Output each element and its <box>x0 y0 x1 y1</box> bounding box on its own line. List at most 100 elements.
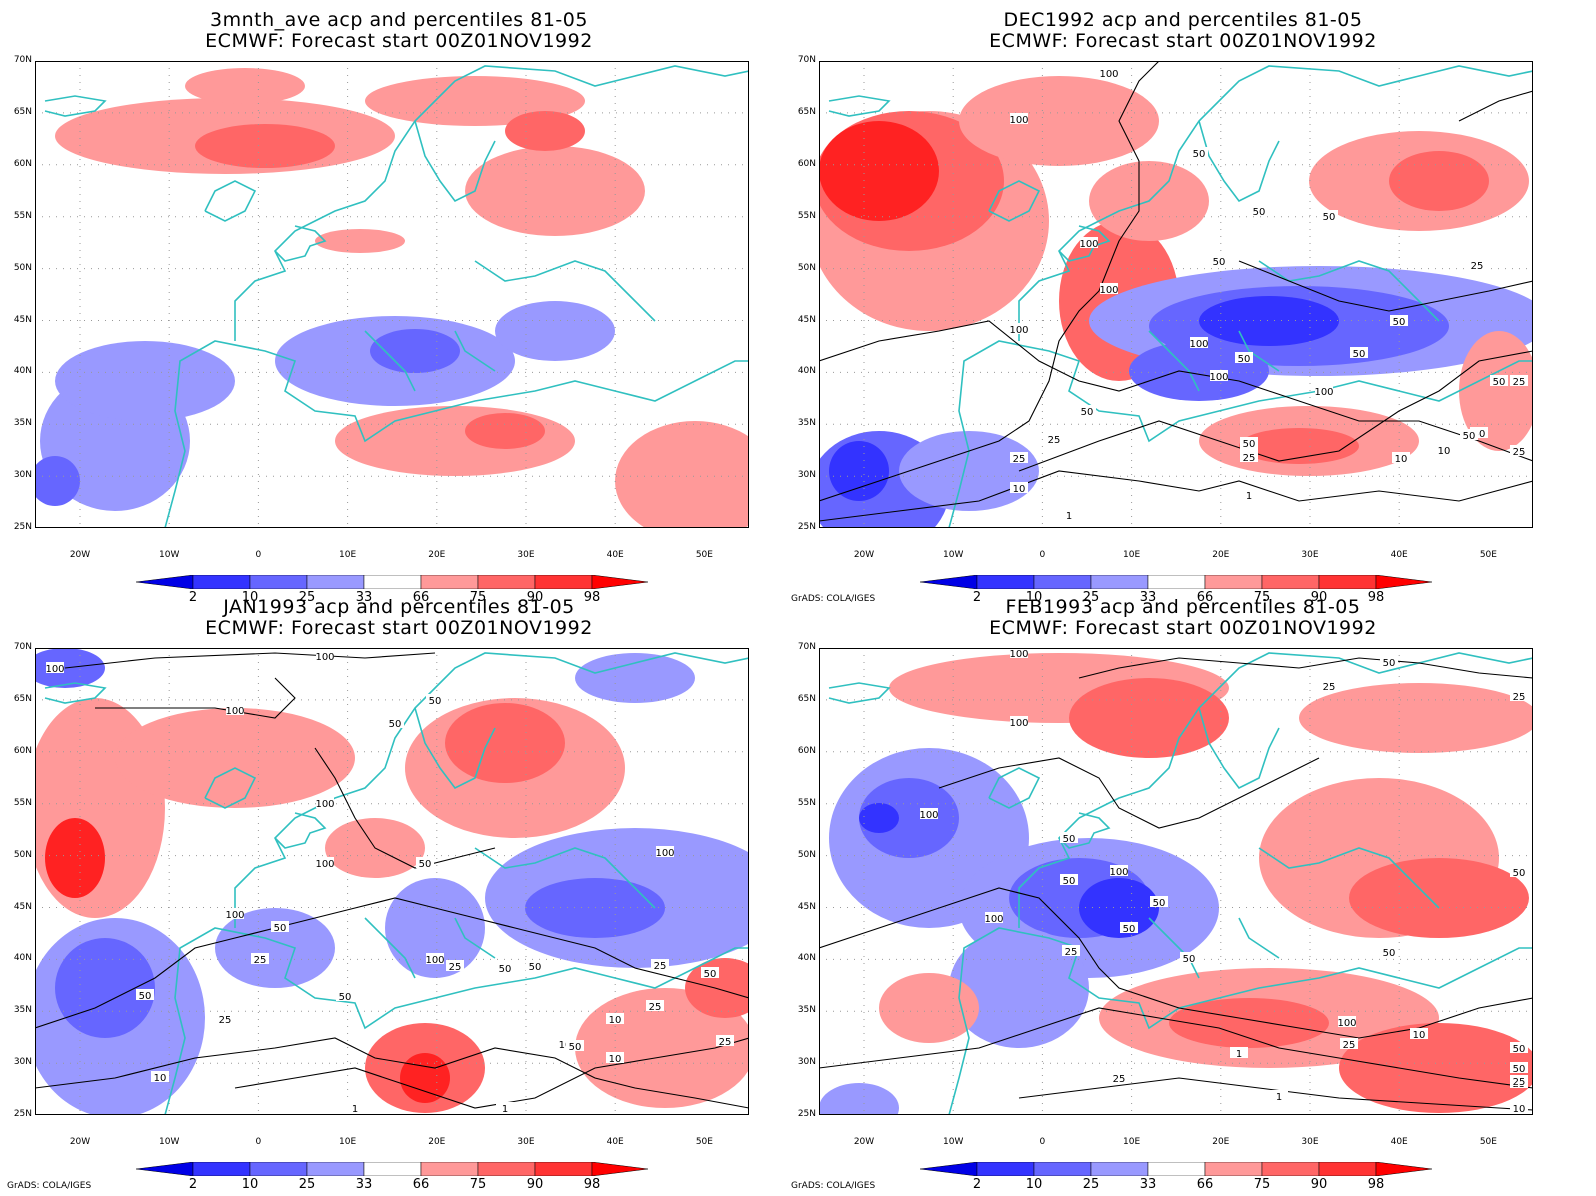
contour-label-bg <box>1270 1090 1288 1101</box>
anomaly-region <box>315 229 405 253</box>
contour-label-bg <box>526 960 544 971</box>
coastline <box>828 682 891 704</box>
x-tick-label: 0 <box>1039 550 1046 560</box>
contour-label: 100 <box>1314 387 1333 398</box>
anomaly-region <box>445 703 565 783</box>
contour-label-bg <box>1510 690 1528 701</box>
contour-label: 25 <box>1471 261 1484 272</box>
anomaly-region <box>55 938 155 1038</box>
contour-label: 50 <box>274 923 287 934</box>
colorbar-label: 66 <box>1196 1177 1214 1192</box>
coastline <box>1238 330 1280 372</box>
contour-label: 25 <box>1243 453 1256 464</box>
colorbar-segment <box>591 575 649 589</box>
y-tick-label: 30N <box>13 1057 32 1068</box>
contour-label: 10 <box>559 1040 572 1051</box>
y-tick-label: 40N <box>13 366 32 377</box>
contour-label-bg <box>136 989 154 1000</box>
colorbar-label: 66 <box>412 590 430 605</box>
y-tick-label: 70N <box>13 642 32 652</box>
contour-label-bg <box>446 960 464 971</box>
contour-label: 50 <box>1383 948 1396 959</box>
colorbar-label: 10 <box>241 590 259 605</box>
grads-credit: GrADS: COLA/IGES <box>791 594 876 604</box>
coastline <box>948 927 1533 1115</box>
colorbar <box>920 575 1433 589</box>
colorbar-segment <box>1033 1162 1092 1176</box>
y-tick-label: 25N <box>797 1109 816 1120</box>
anomaly-region <box>1079 878 1159 938</box>
contour-label: 100 <box>919 810 938 821</box>
colorbar-label: 33 <box>355 1177 373 1192</box>
anomaly-region <box>879 973 979 1043</box>
x-tick-label: 20W <box>69 1137 91 1147</box>
panel-title: DEC1992 acp and percentiles 81-05 <box>1003 9 1363 31</box>
x-tick-label: 10E <box>339 550 357 560</box>
colorbar-label: 90 <box>1310 1177 1328 1192</box>
contour-label-bg <box>701 967 719 978</box>
contour-label-bg <box>1062 945 1080 956</box>
contour-label: 50 <box>1353 349 1366 360</box>
coastline <box>1258 847 1440 909</box>
contour-label: 25 <box>1013 454 1026 465</box>
contour-label-bg <box>1060 832 1078 843</box>
contour-label-bg <box>606 1013 624 1024</box>
contour-label-bg <box>1240 489 1258 500</box>
contour-labels: 100 100 100 100 50 50 100 100 50 100 50 25 100 50 25 50… <box>45 650 734 1115</box>
contour-label-bg <box>1240 451 1258 462</box>
y-tick-label: 65N <box>797 106 816 117</box>
colorbar-label: 2 <box>188 590 198 605</box>
colorbar-label: 10 <box>1025 1177 1043 1192</box>
contour-label-bg <box>1045 433 1063 444</box>
contour-label-bg <box>556 1038 574 1049</box>
contour-label-bg <box>1100 283 1118 294</box>
y-tick-label: 45N <box>13 314 32 325</box>
colorbar-label: 66 <box>1196 590 1214 605</box>
anomaly-region <box>819 121 939 221</box>
colorbar-segment <box>1261 1162 1320 1176</box>
anomaly-region <box>1169 998 1329 1048</box>
contour-label-bg <box>216 1013 234 1024</box>
coastline <box>44 682 107 704</box>
contour-label-bg <box>151 1071 169 1082</box>
grid-lines <box>35 61 749 528</box>
contour-label: 100 <box>1099 285 1118 296</box>
contour-line <box>35 1037 749 1109</box>
coastline <box>414 707 496 790</box>
anomaly-region <box>1339 1023 1533 1113</box>
contour-label-bg <box>716 1035 734 1046</box>
anomaly-region <box>949 928 1089 1048</box>
contour-label: 25 <box>449 962 462 973</box>
coastline <box>234 65 749 341</box>
contour-label-bg <box>1410 1028 1428 1039</box>
anomaly-region <box>335 406 575 476</box>
colorbar-label: 90 <box>526 1177 544 1192</box>
y-tick-label: 25N <box>797 522 816 533</box>
contour-label: 100 <box>45 664 64 675</box>
contour-label-bg <box>1078 405 1096 416</box>
y-tick-label: 35N <box>13 1005 32 1016</box>
anomaly-region <box>829 441 889 501</box>
colorbar-segment <box>477 1162 536 1176</box>
contour-line <box>1018 1077 1533 1111</box>
contour-label: 50 <box>704 969 717 980</box>
y-tick-label: 60N <box>13 158 32 169</box>
contour-line <box>95 677 296 719</box>
contour-label-bg <box>1250 205 1268 216</box>
coastline <box>44 95 107 117</box>
panel-dec1992: DEC1992 acp and percentiles 81-05 ECMWF:… <box>784 0 1582 605</box>
colorbar-label: 98 <box>583 590 601 605</box>
contour-label-bg <box>1060 874 1078 885</box>
contour-label-bg <box>1210 255 1228 266</box>
colorbar-label: 33 <box>1139 590 1157 605</box>
contour-label: 50 <box>1493 377 1506 388</box>
contour-label-bg <box>1460 429 1478 440</box>
contour-label-bg <box>1110 865 1128 876</box>
contour-label-bg <box>226 908 244 919</box>
x-tick-label: 10E <box>1123 1137 1141 1147</box>
contour-label: 100 <box>984 914 1003 925</box>
coastline <box>414 120 496 203</box>
coastline <box>828 95 891 117</box>
coastline <box>474 260 656 322</box>
contour-label: 25 <box>219 1015 232 1026</box>
